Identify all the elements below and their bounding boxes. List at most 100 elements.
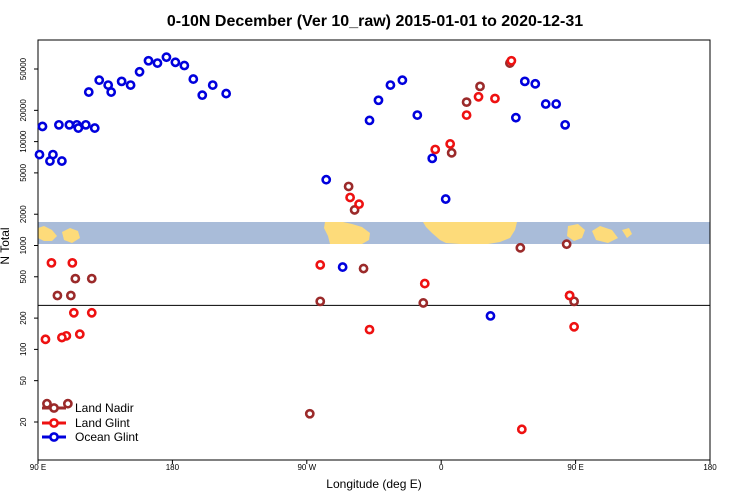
point-land-glint xyxy=(56,332,67,343)
point-ocean-glint xyxy=(551,99,562,109)
point-ocean-glint xyxy=(188,74,199,84)
point-ocean-glint xyxy=(510,112,521,123)
x-tick-label: 0 xyxy=(439,463,444,472)
point-ocean-glint xyxy=(485,311,496,321)
point-ocean-glint xyxy=(560,119,571,130)
point-land-glint xyxy=(461,110,472,120)
y-tick-label: 1000 xyxy=(19,236,28,254)
point-ocean-glint xyxy=(143,55,154,66)
legend-marker-ocean-glint xyxy=(49,432,59,442)
point-land-glint xyxy=(569,321,580,332)
point-ocean-glint xyxy=(385,80,396,90)
point-land-glint xyxy=(516,424,527,435)
chart-title: 0-10N December (Ver 10_raw) 2015-01-01 t… xyxy=(167,13,583,30)
point-ocean-glint xyxy=(321,174,332,185)
point-ocean-glint xyxy=(103,80,114,90)
legend: Land Nadir Land Glint Ocean Glint xyxy=(42,401,139,444)
point-land-nadir xyxy=(86,273,97,284)
point-land-nadir xyxy=(343,181,354,192)
point-land-glint xyxy=(419,278,430,289)
point-land-glint xyxy=(473,91,484,102)
point-land-nadir xyxy=(62,398,73,409)
point-land-glint xyxy=(354,199,364,210)
point-ocean-glint xyxy=(427,153,438,164)
legend-item-ocean-glint: Ocean Glint xyxy=(42,430,139,444)
legend-marker-land-glint xyxy=(49,418,59,428)
point-ocean-glint xyxy=(161,52,172,63)
point-ocean-glint xyxy=(34,149,45,160)
point-ocean-glint xyxy=(397,75,408,86)
x-tick-label: 180 xyxy=(166,463,180,472)
plot-frame xyxy=(37,39,711,461)
point-ocean-glint xyxy=(373,95,384,106)
map-land-islands-right-2 xyxy=(622,228,632,238)
x-tick-label: 90 E xyxy=(30,463,46,472)
map-land-islands-right xyxy=(592,226,618,243)
x-tick-label: 90 E xyxy=(567,463,583,472)
point-land-nadir xyxy=(315,296,326,307)
point-ocean-glint xyxy=(364,115,375,126)
point-land-glint xyxy=(364,324,375,335)
point-land-glint xyxy=(86,307,97,318)
map-land-borneo-right xyxy=(567,224,585,241)
point-ocean-glint xyxy=(152,58,163,68)
map-land-africa xyxy=(423,222,517,244)
map-land-borneo-left xyxy=(38,226,57,241)
legend-label-ocean-glint: Ocean Glint xyxy=(75,430,139,444)
point-land-nadir xyxy=(461,97,472,108)
point-land-glint xyxy=(46,258,57,268)
map-land-south-america xyxy=(324,222,370,244)
map-sea-band xyxy=(38,222,710,244)
map-strip xyxy=(38,222,710,244)
point-land-nadir xyxy=(561,239,572,250)
x-tick-label: 180 xyxy=(703,463,717,472)
point-land-nadir xyxy=(358,263,369,274)
point-ocean-glint xyxy=(37,121,48,132)
point-ocean-glint xyxy=(197,90,208,101)
y-tick-label: 10000 xyxy=(19,130,28,153)
point-ocean-glint xyxy=(540,99,551,109)
y-tick-label: 5000 xyxy=(19,163,28,181)
point-ocean-glint xyxy=(207,80,218,90)
x-axis-label: Longitude (deg E) xyxy=(326,477,421,491)
legend-item-land-glint: Land Glint xyxy=(42,416,130,430)
data-points xyxy=(34,52,580,435)
x-axis: 90 E 180 90 W 0 90 E 180 xyxy=(30,460,717,472)
point-land-glint xyxy=(430,144,441,155)
point-land-nadir xyxy=(475,81,485,92)
point-ocean-glint xyxy=(519,76,530,87)
point-ocean-glint xyxy=(170,57,181,68)
y-tick-label: 20000 xyxy=(19,99,28,122)
point-ocean-glint xyxy=(45,156,55,166)
point-land-glint xyxy=(40,334,51,345)
point-land-glint xyxy=(445,139,456,149)
point-ocean-glint xyxy=(89,123,100,133)
y-tick-label: 500 xyxy=(19,270,28,284)
point-ocean-glint xyxy=(179,60,190,71)
point-ocean-glint xyxy=(116,76,127,87)
y-tick-label: 50000 xyxy=(19,57,28,80)
y-tick-label: 200 xyxy=(19,311,28,325)
point-land-glint xyxy=(315,260,326,270)
point-land-nadir xyxy=(515,242,526,253)
y-tick-label: 100 xyxy=(19,342,28,356)
point-land-glint xyxy=(74,329,85,340)
point-land-nadir xyxy=(65,290,76,301)
point-ocean-glint xyxy=(530,78,541,89)
legend-marker-land-nadir xyxy=(49,403,59,413)
legend-item-land-nadir: Land Nadir xyxy=(42,401,134,415)
y-axis-label: N Total xyxy=(0,227,12,264)
point-land-nadir xyxy=(304,408,315,419)
point-ocean-glint xyxy=(83,87,94,97)
point-ocean-glint xyxy=(337,262,348,272)
point-ocean-glint xyxy=(125,80,136,90)
point-ocean-glint xyxy=(412,110,423,120)
point-land-glint xyxy=(345,192,356,203)
point-land-glint xyxy=(490,93,500,104)
point-land-nadir xyxy=(418,298,429,308)
point-ocean-glint xyxy=(56,156,67,166)
point-land-glint xyxy=(564,290,575,301)
point-ocean-glint xyxy=(54,119,64,130)
point-land-glint xyxy=(506,55,517,66)
